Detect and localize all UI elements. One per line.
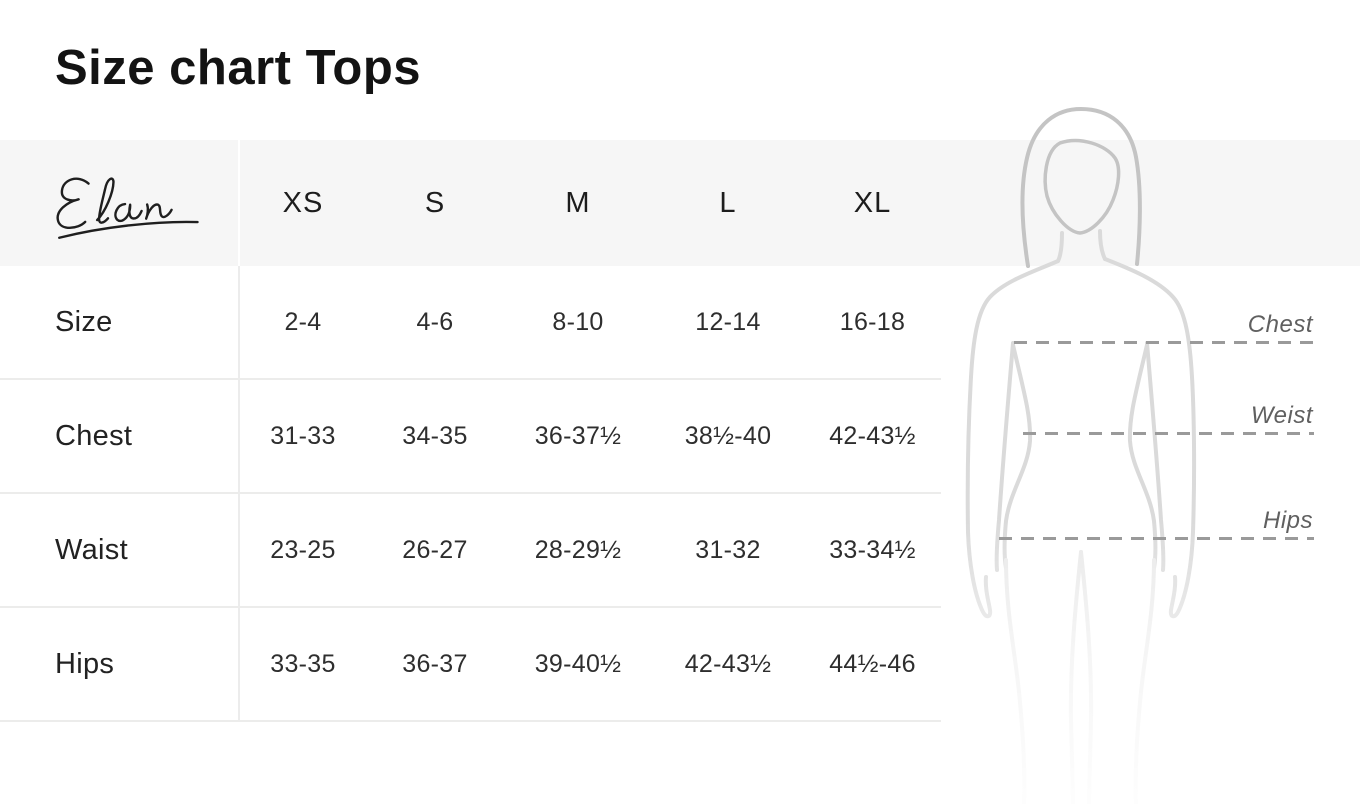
row-label-hips: Hips [0,608,240,722]
table-cell: 34-35 [366,380,504,494]
table-cell: 8-10 [504,266,652,380]
column-header-m: M [565,186,591,219]
table-cell: 42-43½ [652,608,804,722]
table-header-band [0,140,1360,266]
waist-measurement-line [1023,432,1314,435]
chest-measurement-line [1014,341,1314,344]
page-title: Size chart Tops [55,41,422,95]
hips-measurement-label: Hips [1262,507,1313,534]
table-cell: 28-29½ [504,494,652,608]
table-cell: 16-18 [804,266,941,380]
row-label-chest: Chest [0,380,240,494]
waist-measurement-label: Weist [1250,402,1313,429]
face-outline [1043,138,1121,235]
column-header-s: S [424,186,446,219]
row-label-size: Size [0,266,240,380]
row-label-waist: Waist [0,494,240,608]
table-cell: 39-40½ [504,608,652,722]
table-cell: 23-25 [240,494,366,608]
table-cell: 36-37½ [504,380,652,494]
figure-fade-overlay [940,520,1360,804]
table-cell: 38½-40 [652,380,804,494]
column-header-xl: XL [853,186,892,219]
table-cell: 42-43½ [804,380,941,494]
size-table: Elan XS S M L XL Size 2-4 4-6 8-10 12-14… [0,140,941,722]
column-header-xs: XS [282,186,324,219]
table-cell: 12-14 [652,266,804,380]
table-cell: 33-35 [240,608,366,722]
table-cell: 31-33 [240,380,366,494]
brand-logo-signature [56,177,199,239]
column-header-l: L [719,186,737,219]
table-cell: 4-6 [366,266,504,380]
hips-measurement-line [999,537,1314,540]
hair-outline [1020,106,1142,268]
table-cell: 31-32 [652,494,804,608]
chest-measurement-label: Chest [1247,311,1313,338]
table-cell: 44½-46 [804,608,941,722]
table-cell: 26-27 [366,494,504,608]
table-cell: 33-34½ [804,494,941,608]
brand-logo-cell: Elan [0,140,240,266]
table-cell: 2-4 [240,266,366,380]
female-body-figure-illustration [940,106,1360,804]
table-cell: 36-37 [366,608,504,722]
